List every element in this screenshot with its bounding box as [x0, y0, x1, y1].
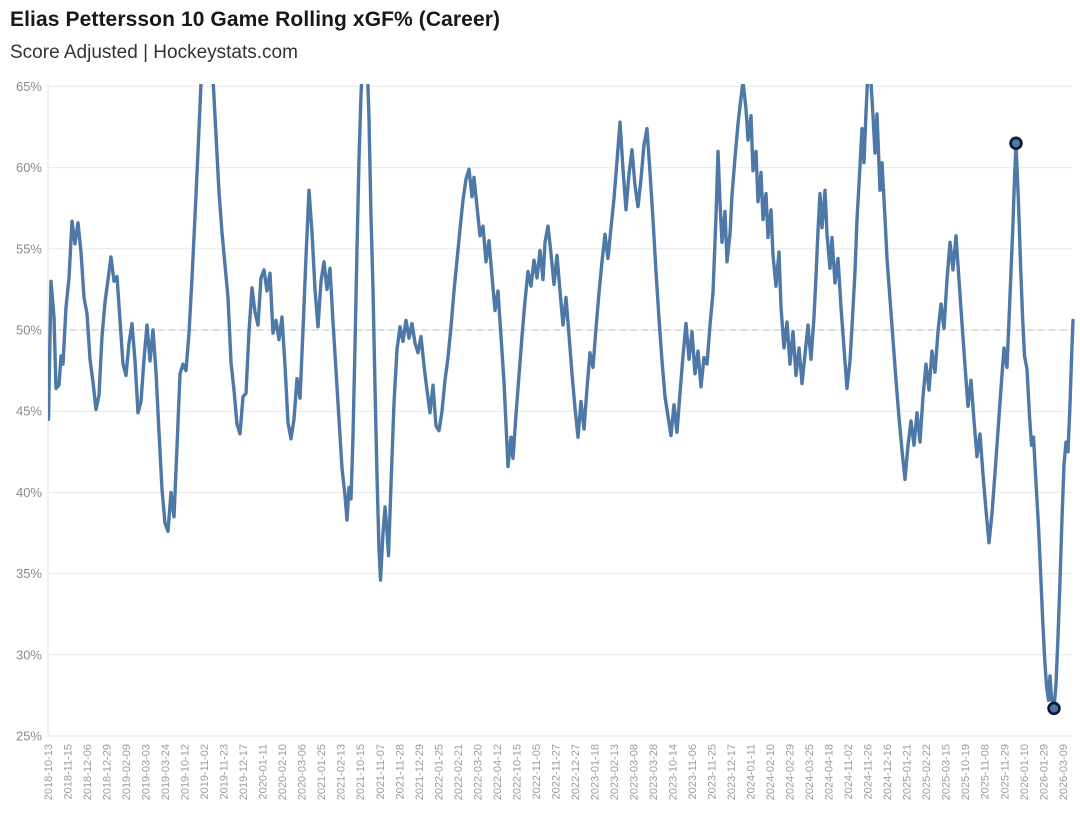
x-tick-label: 2021-11-28: [394, 744, 406, 799]
x-tick-label: 2022-03-20: [472, 744, 484, 800]
x-tick-label: 2020-01-11: [258, 744, 270, 799]
x-tick-label: 2025-10-19: [960, 744, 972, 800]
x-tick-label: 2018-12-29: [102, 744, 114, 800]
x-tick-label: 2019-11-02: [199, 744, 211, 799]
plot-area[interactable]: [48, 84, 1072, 737]
x-tick-label: 2019-11-23: [219, 744, 231, 799]
x-tick-label: 2024-03-25: [804, 744, 816, 800]
y-tick-label: 25%: [16, 729, 42, 744]
x-tick-label: 2019-10-12: [180, 744, 192, 800]
x-tick-label: 2020-03-06: [297, 744, 309, 800]
x-tick-label: 2022-01-25: [433, 744, 445, 800]
x-tick-label: 2026-01-10: [1019, 744, 1031, 800]
x-tick-label: 2023-02-13: [609, 744, 621, 800]
x-tick-label: 2023-01-18: [589, 744, 601, 800]
x-tick-label: 2024-01-11: [746, 744, 758, 799]
x-tick-label: 2022-12-27: [570, 744, 582, 800]
x-tick-label: 2024-12-16: [882, 744, 894, 800]
y-axis-labels: 65% 60% 55% 50% 45% 40% 35% 30% 25%: [16, 79, 42, 744]
x-tick-label: 2023-03-08: [628, 744, 640, 800]
x-tick-label: 2020-02-10: [277, 744, 289, 800]
x-tick-label: 2022-11-05: [531, 744, 543, 799]
page-subtitle: Score Adjusted | Hockeystats.com: [10, 42, 298, 63]
highlighted-point-marker[interactable]: [1047, 701, 1061, 716]
x-tick-label: 2025-01-21: [902, 744, 914, 800]
x-tick-label: 2019-02-09: [121, 744, 133, 800]
x-tick-label: 2025-03-15: [941, 744, 953, 800]
x-tick-label: 2021-12-29: [414, 744, 426, 800]
x-tick-label: 2019-12-17: [238, 744, 250, 800]
y-tick-label: 30%: [16, 647, 42, 662]
x-tick-label: 2023-10-14: [667, 744, 679, 800]
page-title: Elias Pettersson 10 Game Rolling xGF% (C…: [10, 8, 501, 31]
x-tick-label: 2022-11-27: [550, 744, 562, 799]
x-tick-label: 2024-11-26: [863, 744, 875, 799]
x-tick-label: 2024-04-18: [824, 744, 836, 800]
y-tick-label: 45%: [16, 404, 42, 419]
y-tick-label: 50%: [16, 323, 42, 338]
y-tick-label: 55%: [16, 241, 42, 256]
x-tick-label: 2018-11-15: [63, 744, 75, 799]
y-tick-label: 60%: [16, 160, 42, 175]
y-tick-label: 65%: [16, 79, 42, 94]
y-tick-label: 40%: [16, 485, 42, 500]
x-tick-label: 2023-11-25: [707, 744, 719, 799]
x-tick-label: 2023-03-28: [648, 744, 660, 800]
xgf-rolling-line: [48, 84, 1075, 711]
highlighted-point-marker[interactable]: [1009, 136, 1023, 150]
x-tick-label: 2021-02-13: [336, 744, 348, 800]
x-tick-label: 2025-02-22: [921, 744, 933, 800]
x-tick-label: 2025-11-29: [999, 744, 1011, 799]
x-tick-label: 2021-10-15: [355, 744, 367, 800]
y-tick-label: 35%: [16, 566, 42, 581]
x-tick-label: 2026-01-29: [1038, 744, 1050, 800]
x-tick-label: 2019-03-24: [160, 744, 172, 800]
x-tick-label: 2025-11-08: [980, 744, 992, 799]
x-tick-label: 2022-02-21: [453, 744, 465, 800]
x-tick-label: 2021-01-25: [316, 744, 328, 800]
x-tick-label: 2024-02-29: [785, 744, 797, 800]
x-tick-label: 2022-04-12: [492, 744, 504, 800]
x-axis-labels: 2018-10-13 2018-11-15 2018-12-06 2018-12-29…: [43, 744, 1070, 800]
x-tick-label: 2023-12-17: [726, 744, 738, 800]
x-tick-label: 2024-11-02: [843, 744, 855, 799]
x-tick-label: 2018-12-06: [82, 744, 94, 800]
x-tick-label: 2022-10-15: [511, 744, 523, 800]
x-tick-label: 2026-03-09: [1058, 744, 1070, 800]
x-tick-label: 2024-02-10: [765, 744, 777, 800]
x-tick-label: 2023-11-06: [687, 744, 699, 799]
x-tick-label: 2019-03-03: [141, 744, 153, 800]
x-tick-label: 2021-11-07: [375, 744, 387, 799]
x-tick-label: 2018-10-13: [43, 744, 55, 800]
